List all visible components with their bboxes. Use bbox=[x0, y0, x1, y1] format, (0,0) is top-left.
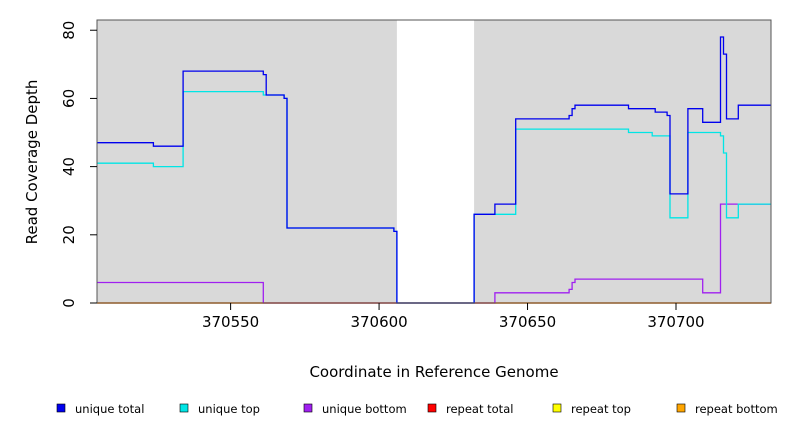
y-tick-label: 80 bbox=[60, 21, 78, 40]
legend-item-unique-total: unique total bbox=[56, 402, 144, 416]
legend-label: unique top bbox=[198, 402, 260, 416]
x-axis-label: Coordinate in Reference Genome bbox=[309, 363, 558, 381]
y-axis: 0 20 40 60 80 bbox=[60, 21, 97, 308]
y-tick-label: 20 bbox=[60, 225, 78, 244]
legend-swatch bbox=[427, 403, 437, 413]
x-axis: 370550 370600 370650 370700 bbox=[202, 303, 705, 331]
legend-label: repeat total bbox=[446, 402, 513, 416]
shaded-regions bbox=[97, 20, 771, 303]
legend-swatch bbox=[179, 403, 189, 413]
plot-frame bbox=[96, 19, 772, 304]
shaded-region-0 bbox=[97, 20, 397, 303]
shaded-region-1 bbox=[474, 20, 771, 303]
y-tick-label: 0 bbox=[60, 298, 78, 308]
legend-item-unique-bottom: unique bottom bbox=[303, 402, 407, 416]
legend-swatch bbox=[56, 403, 66, 413]
y-tick-label: 40 bbox=[60, 157, 78, 176]
x-tick-label: 370550 bbox=[202, 313, 259, 331]
legend-item-repeat-total: repeat total bbox=[427, 402, 513, 416]
x-tick-label: 370700 bbox=[647, 313, 704, 331]
legend-swatch bbox=[552, 403, 562, 413]
legend-swatch bbox=[676, 403, 686, 413]
legend-label: unique bottom bbox=[322, 402, 407, 416]
legend-item-repeat-top: repeat top bbox=[552, 402, 631, 416]
series-line-unique-total bbox=[97, 36, 771, 304]
y-axis-label: Read Coverage Depth bbox=[23, 80, 41, 245]
legend-label: repeat bottom bbox=[695, 402, 778, 416]
legend-item-unique-top: unique top bbox=[179, 402, 260, 416]
x-tick-label: 370650 bbox=[499, 313, 556, 331]
y-tick-label: 60 bbox=[60, 89, 78, 108]
legend-swatch bbox=[303, 403, 313, 413]
legend-item-repeat-bottom: repeat bottom bbox=[676, 402, 778, 416]
legend: unique total unique top unique bottom repea… bbox=[56, 402, 778, 416]
legend-label: unique total bbox=[75, 402, 144, 416]
legend-label: repeat top bbox=[571, 402, 631, 416]
x-tick-label: 370600 bbox=[350, 313, 407, 331]
